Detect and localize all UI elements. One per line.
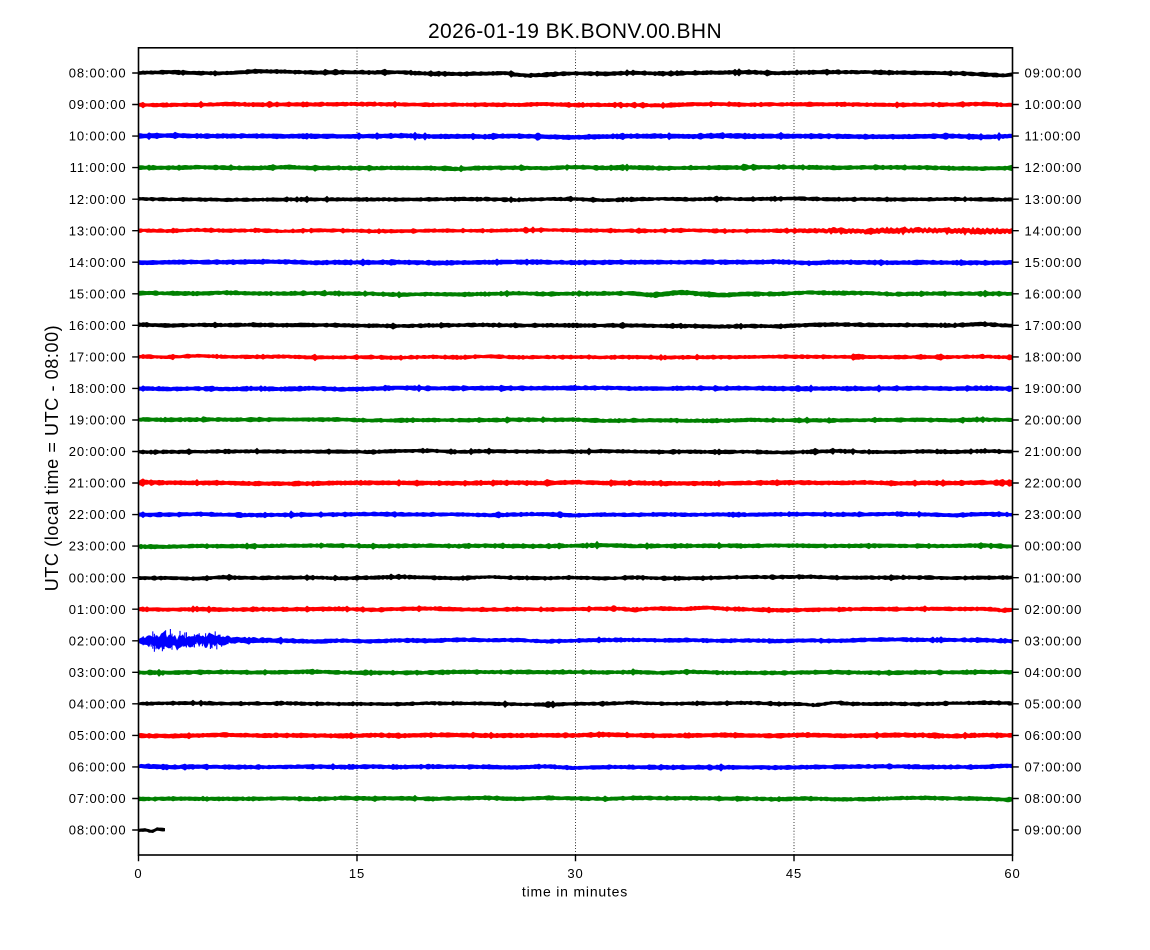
svg-text:04:00:00: 04:00:00	[69, 696, 127, 711]
svg-text:10:00:00: 10:00:00	[1025, 97, 1083, 112]
svg-text:11:00:00: 11:00:00	[1025, 129, 1082, 144]
svg-text:18:00:00: 18:00:00	[69, 381, 127, 396]
svg-text:17:00:00: 17:00:00	[69, 350, 127, 365]
svg-text:02:00:00: 02:00:00	[1025, 602, 1083, 617]
svg-text:14:00:00: 14:00:00	[69, 255, 127, 270]
svg-text:22:00:00: 22:00:00	[69, 507, 127, 522]
svg-text:23:00:00: 23:00:00	[1025, 507, 1083, 522]
svg-text:45: 45	[786, 866, 802, 881]
svg-text:06:00:00: 06:00:00	[69, 760, 127, 775]
svg-text:09:00:00: 09:00:00	[1025, 66, 1083, 81]
svg-text:15: 15	[349, 866, 365, 881]
svg-text:08:00:00: 08:00:00	[69, 823, 127, 838]
svg-text:21:00:00: 21:00:00	[1025, 444, 1083, 459]
svg-text:07:00:00: 07:00:00	[69, 791, 127, 806]
svg-text:60: 60	[1004, 866, 1020, 881]
svg-text:03:00:00: 03:00:00	[69, 665, 127, 680]
svg-text:19:00:00: 19:00:00	[1025, 381, 1083, 396]
svg-text:12:00:00: 12:00:00	[1025, 160, 1083, 175]
svg-text:16:00:00: 16:00:00	[1025, 286, 1083, 301]
svg-text:23:00:00: 23:00:00	[69, 539, 127, 554]
svg-text:15:00:00: 15:00:00	[1025, 255, 1083, 270]
svg-text:2026-01-19 BK.BONV.00.BHN: 2026-01-19 BK.BONV.00.BHN	[428, 20, 722, 43]
svg-text:12:00:00: 12:00:00	[69, 192, 127, 207]
svg-text:05:00:00: 05:00:00	[1025, 696, 1083, 711]
svg-text:10:00:00: 10:00:00	[69, 129, 127, 144]
svg-text:01:00:00: 01:00:00	[69, 602, 127, 617]
svg-text:09:00:00: 09:00:00	[1025, 823, 1083, 838]
svg-text:14:00:00: 14:00:00	[1025, 223, 1083, 238]
svg-text:13:00:00: 13:00:00	[69, 223, 127, 238]
svg-text:05:00:00: 05:00:00	[69, 728, 127, 743]
svg-text:03:00:00: 03:00:00	[1025, 633, 1083, 648]
svg-text:17:00:00: 17:00:00	[1025, 318, 1083, 333]
svg-text:time in minutes: time in minutes	[522, 884, 628, 900]
svg-text:18:00:00: 18:00:00	[1025, 350, 1083, 365]
svg-text:19:00:00: 19:00:00	[69, 413, 127, 428]
svg-text:01:00:00: 01:00:00	[1025, 570, 1083, 585]
svg-text:08:00:00: 08:00:00	[69, 66, 127, 81]
svg-text:30: 30	[567, 866, 583, 881]
svg-text:13:00:00: 13:00:00	[1025, 192, 1083, 207]
svg-text:20:00:00: 20:00:00	[1025, 413, 1083, 428]
svg-text:00:00:00: 00:00:00	[1025, 539, 1083, 554]
svg-text:UTC (local time = UTC - 08:00): UTC (local time = UTC - 08:00)	[42, 325, 62, 592]
svg-text:04:00:00: 04:00:00	[1025, 665, 1083, 680]
svg-text:09:00:00: 09:00:00	[69, 97, 127, 112]
svg-text:02:00:00: 02:00:00	[69, 633, 127, 648]
svg-text:21:00:00: 21:00:00	[69, 476, 127, 491]
svg-text:00:00:00: 00:00:00	[69, 570, 127, 585]
svg-text:07:00:00: 07:00:00	[1025, 760, 1083, 775]
svg-text:22:00:00: 22:00:00	[1025, 476, 1083, 491]
svg-text:06:00:00: 06:00:00	[1025, 728, 1083, 743]
svg-text:11:00:00: 11:00:00	[70, 160, 127, 175]
svg-text:0: 0	[134, 866, 142, 881]
svg-text:15:00:00: 15:00:00	[69, 286, 127, 301]
svg-text:08:00:00: 08:00:00	[1025, 791, 1083, 806]
svg-text:16:00:00: 16:00:00	[69, 318, 127, 333]
svg-text:20:00:00: 20:00:00	[69, 444, 127, 459]
